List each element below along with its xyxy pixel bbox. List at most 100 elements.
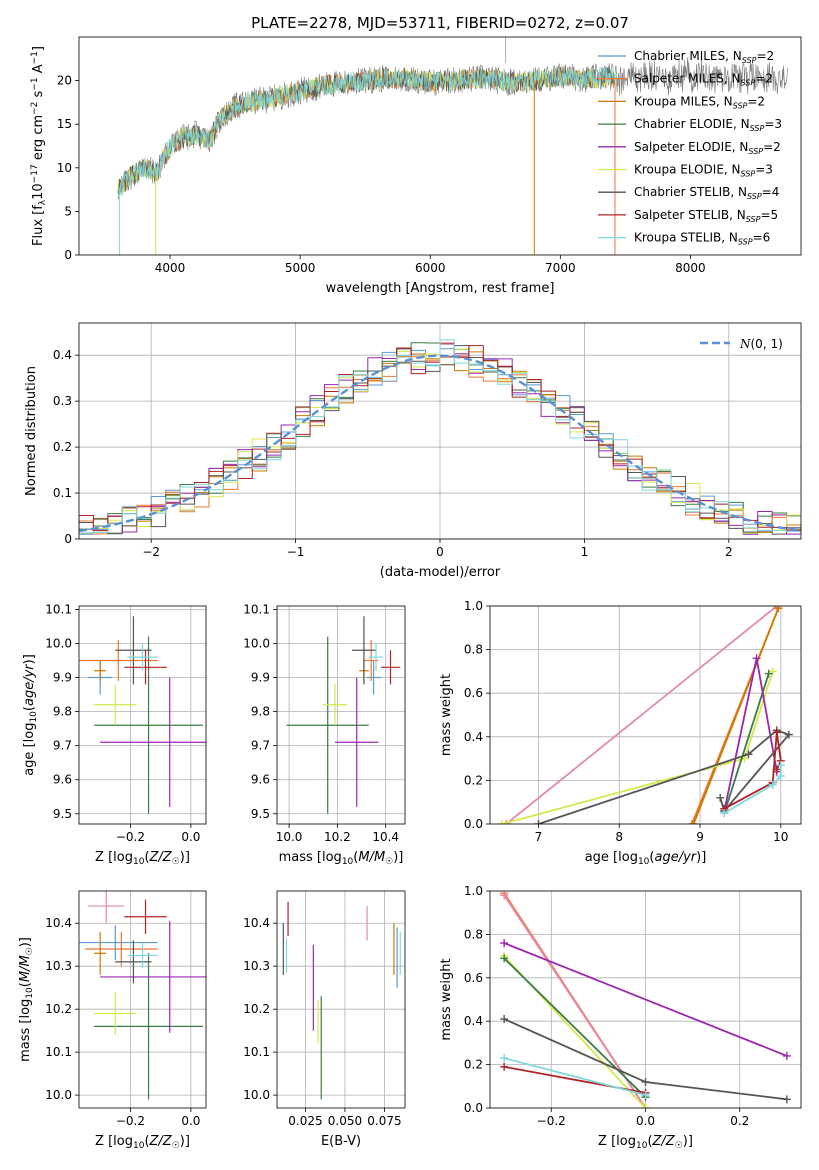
plot-area bbox=[79, 616, 206, 814]
weight-marker bbox=[500, 891, 509, 900]
x-tick-label: 7000 bbox=[545, 261, 576, 275]
weight-series bbox=[505, 606, 778, 824]
weight-marker bbox=[641, 1104, 650, 1108]
panel-8: −0.2 0.0 0.2 0.0 0.2 0.4 0.6 0.8 1.0 Z [log10(Z/Z… bbox=[439, 884, 802, 1151]
y-tick-label: 0.8 bbox=[464, 927, 483, 941]
axes-frame bbox=[78, 890, 207, 1109]
x-tick-label: −0.2 bbox=[537, 1114, 566, 1128]
y-tick-label: 20 bbox=[57, 74, 72, 88]
x-tick-label: 6000 bbox=[415, 261, 446, 275]
y-tick-label: 9.9 bbox=[53, 671, 72, 685]
y-tick-label: 0.1 bbox=[53, 486, 72, 500]
x-tick-label: 10.4 bbox=[372, 830, 399, 844]
x-tick-label: 0.0 bbox=[636, 1114, 655, 1128]
weight-marker bbox=[768, 667, 777, 676]
legend-label: Salpeter MILES, NSSP=2 bbox=[634, 72, 773, 88]
y-axis-label: mass [log10(M/M☉)] bbox=[18, 937, 35, 1062]
plot-area bbox=[282, 901, 401, 1100]
weight-marker bbox=[689, 820, 698, 824]
axes-frame bbox=[489, 890, 802, 1109]
y-axis-label: mass weight bbox=[439, 674, 454, 756]
panel-5: 7 8 9 10 0.0 0.2 0.4 0.6 0.8 1.0 age [log10(age/yr… bbox=[439, 599, 802, 867]
y-tick-label: 0.6 bbox=[464, 971, 483, 985]
weight-marker bbox=[500, 954, 509, 963]
weight-marker bbox=[502, 820, 511, 824]
y-tick-label: 10.1 bbox=[45, 602, 72, 616]
y-tick-label: 0.8 bbox=[464, 643, 483, 657]
y-axis-label: age [log10(age/yr)] bbox=[22, 654, 39, 776]
x-axis-label: wavelength [Angstrom, rest frame] bbox=[326, 281, 555, 296]
panel-3: −0.2 0.0 9.5 9.6 9.7 9.8 9.9 10.0 10.1 Z [log10(Z… bbox=[22, 602, 207, 867]
weight-series bbox=[503, 942, 788, 1057]
weight-marker bbox=[774, 606, 783, 613]
model-spectrum bbox=[117, 66, 616, 198]
y-tick-label: 0.0 bbox=[464, 817, 483, 831]
x-tick-label: 7 bbox=[535, 830, 543, 844]
weight-marker bbox=[500, 1015, 509, 1024]
axes-frame bbox=[78, 36, 802, 256]
weight-marker bbox=[500, 939, 509, 948]
y-tick-label: 0.4 bbox=[53, 348, 72, 362]
axes-frame bbox=[276, 890, 406, 1109]
x-tick-label: 0.0 bbox=[181, 1114, 200, 1128]
weight-marker bbox=[776, 772, 785, 781]
y-tick-label: 9.5 bbox=[251, 807, 270, 821]
weight-series bbox=[538, 729, 791, 824]
weight-marker bbox=[768, 780, 777, 789]
weight-marker bbox=[772, 765, 781, 774]
y-tick-label: 10.0 bbox=[45, 636, 72, 650]
y-tick-label: 0.2 bbox=[464, 1058, 483, 1072]
y-axis-label: Normed distribution bbox=[24, 366, 39, 496]
y-tick-label: 9.5 bbox=[53, 807, 72, 821]
legend: N(0, 1) bbox=[700, 337, 783, 351]
weight-marker bbox=[784, 730, 793, 739]
y-tick-label: 10.1 bbox=[243, 1045, 270, 1059]
weight-marker bbox=[687, 820, 696, 824]
x-tick-label: 10 bbox=[773, 830, 788, 844]
weight-series bbox=[723, 765, 782, 814]
weight-marker bbox=[772, 728, 781, 737]
panel-2: −2 −1 0 1 2 0 0.1 0.2 0.3 0.4 (data-model)/error No… bbox=[24, 322, 802, 580]
y-tick-label: 0.4 bbox=[464, 1014, 483, 1028]
weight-marker bbox=[782, 1095, 791, 1104]
y-tick-label: 0.2 bbox=[464, 773, 483, 787]
y-tick-label: 10.0 bbox=[45, 1088, 72, 1102]
y-tick-label: 10.1 bbox=[243, 602, 270, 616]
x-tick-label: 10.0 bbox=[276, 830, 303, 844]
plot-area bbox=[286, 616, 401, 814]
legend-label: Salpeter STELIB, NSSP=5 bbox=[634, 208, 778, 224]
y-tick-label: 0.2 bbox=[53, 440, 72, 454]
y-tick-label: 0 bbox=[64, 248, 72, 262]
y-tick-label: 10.4 bbox=[45, 916, 72, 930]
panel-1: 4000 5000 6000 7000 8000 0 5 10 15 20 PLATE=2278, … bbox=[30, 14, 802, 296]
y-tick-label: 0.0 bbox=[464, 1101, 483, 1115]
plot-area bbox=[79, 891, 206, 1100]
weight-marker bbox=[641, 1077, 650, 1086]
x-tick-label: 8 bbox=[615, 830, 623, 844]
legend-label: Salpeter ELODIE, NSSP=2 bbox=[634, 140, 781, 156]
weight-marker bbox=[744, 750, 753, 759]
y-tick-label: 0.3 bbox=[53, 394, 72, 408]
weight-marker bbox=[641, 1090, 650, 1099]
y-tick-label: 9.6 bbox=[53, 773, 72, 787]
weight-marker bbox=[776, 761, 785, 770]
weight-marker bbox=[500, 1054, 509, 1063]
x-tick-label: −2 bbox=[142, 545, 160, 559]
weight-series bbox=[692, 607, 780, 824]
y-tick-label: 10.2 bbox=[243, 1002, 270, 1016]
legend: Chabrier MILES, NSSP=2 Salpeter MILES, NS… bbox=[598, 49, 782, 247]
panel-4: 10.0 10.2 10.4 9.5 9.6 9.7 9.8 9.9 10.0 10.1 mass … bbox=[243, 602, 406, 867]
plot-area bbox=[500, 891, 791, 1108]
y-tick-label: 10.4 bbox=[243, 916, 270, 930]
x-tick-label: 4000 bbox=[155, 261, 186, 275]
axes-frame bbox=[276, 605, 406, 825]
y-axis-label: Flux [fλ10−17 erg cm−2 s−1 A−1] bbox=[30, 46, 48, 246]
normal-curve bbox=[79, 354, 801, 533]
chart-title: PLATE=2278, MJD=53711, FIBERID=0272, z=0… bbox=[251, 14, 629, 32]
x-tick-label: 5000 bbox=[285, 261, 316, 275]
legend-label: Chabrier ELODIE, NSSP=3 bbox=[634, 117, 782, 133]
y-tick-label: 0 bbox=[64, 532, 72, 546]
y-tick-label: 15 bbox=[57, 117, 72, 131]
legend-label: Kroupa MILES, NSSP=2 bbox=[634, 94, 765, 110]
